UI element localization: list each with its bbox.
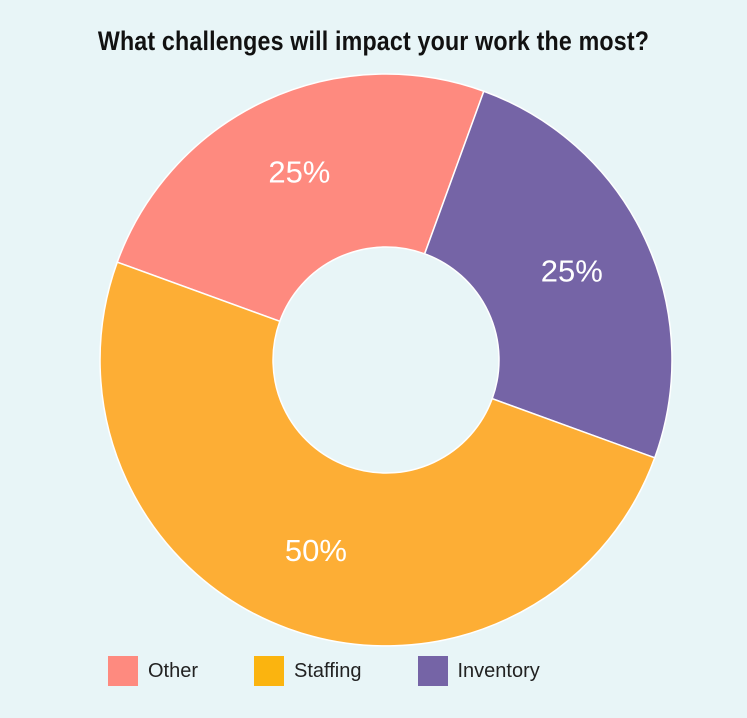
slice-label-inventory: 25% — [541, 254, 603, 289]
slice-label-other: 25% — [268, 154, 330, 189]
legend-label-staffing: Staffing — [294, 659, 362, 682]
legend: Other Staffing Inventory — [108, 655, 596, 687]
legend-item-staffing: Staffing — [254, 656, 362, 686]
legend-item-inventory: Inventory — [417, 656, 540, 686]
chart-title: What challenges will impact your work th… — [97, 26, 650, 56]
legend-label-other: Other — [148, 659, 199, 682]
legend-swatch-inventory — [417, 656, 448, 686]
legend-swatch-other — [108, 656, 138, 686]
legend-item-other: Other — [108, 656, 198, 686]
donut-slice-staffing — [99, 261, 656, 647]
legend-swatch-staffing — [254, 656, 285, 686]
slice-label-staffing: 50% — [285, 533, 347, 568]
donut-slice-inventory — [423, 90, 673, 459]
legend-label-inventory: Inventory — [457, 659, 540, 682]
donut-slice-other — [116, 73, 485, 323]
